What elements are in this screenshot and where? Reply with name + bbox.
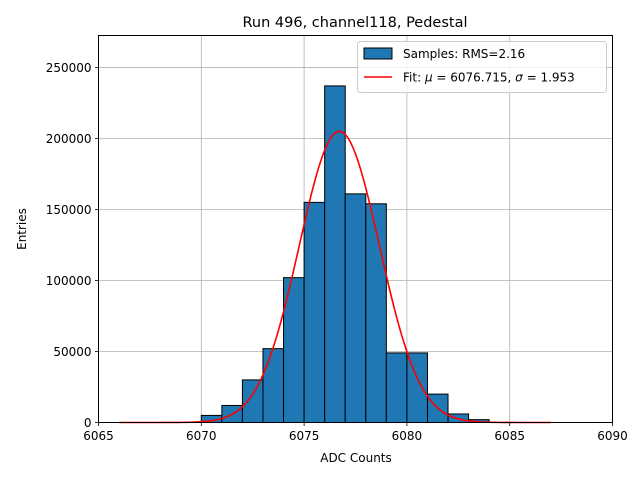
y-tick-label: 250000	[46, 61, 92, 75]
histogram-bar	[262, 348, 285, 423]
y-tick-label: 150000	[46, 203, 92, 217]
x-tick-label: 6085	[494, 429, 525, 443]
legend: Samples: RMS=2.16 Fit: μ = 6076.715, σ =…	[357, 41, 607, 93]
legend-fit-sigma-symbol: σ	[515, 71, 523, 85]
legend-fit-mu-value: = 6076.715,	[433, 71, 516, 85]
histogram-bar	[385, 352, 408, 423]
chart-title: Run 496, channel118, Pedestal	[242, 15, 467, 31]
histogram-bar	[406, 352, 428, 423]
legend-swatch-samples	[363, 47, 393, 60]
histogram-bar	[324, 85, 346, 424]
legend-label-fit: Fit: μ = 6076.715, σ = 1.953	[403, 71, 575, 85]
plot-frame	[98, 35, 613, 423]
x-axis-label: ADC Counts	[320, 451, 392, 465]
y-tick-label: 100000	[46, 274, 92, 288]
x-tick-label: 6075	[289, 429, 320, 443]
y-tick-label: 50000	[53, 345, 91, 359]
histogram-bars	[200, 85, 490, 424]
x-axis-ticks: 6065 6070 6075 6080 6085 6090	[83, 422, 628, 443]
y-tick-label: 0	[84, 416, 92, 430]
legend-box	[357, 41, 607, 93]
histogram-bar	[303, 201, 326, 423]
histogram-bar	[365, 203, 387, 423]
y-axis-ticks: 0 50000 100000 150000 200000 250000	[46, 61, 99, 430]
x-tick-label: 6065	[83, 429, 114, 443]
x-tick-label: 6080	[392, 429, 423, 443]
y-tick-label: 200000	[46, 132, 92, 146]
legend-fit-mu-symbol: μ	[424, 71, 433, 85]
x-tick-label: 6070	[186, 429, 217, 443]
legend-fit-sigma-value: = 1.953	[523, 71, 575, 85]
legend-label-samples: Samples: RMS=2.16	[403, 47, 525, 61]
histogram-bar	[241, 379, 264, 424]
histogram-bar	[344, 193, 367, 423]
y-axis-label: Entries	[15, 208, 29, 250]
x-tick-label: 6090	[597, 429, 628, 443]
legend-fit-prefix: Fit:	[403, 71, 425, 85]
